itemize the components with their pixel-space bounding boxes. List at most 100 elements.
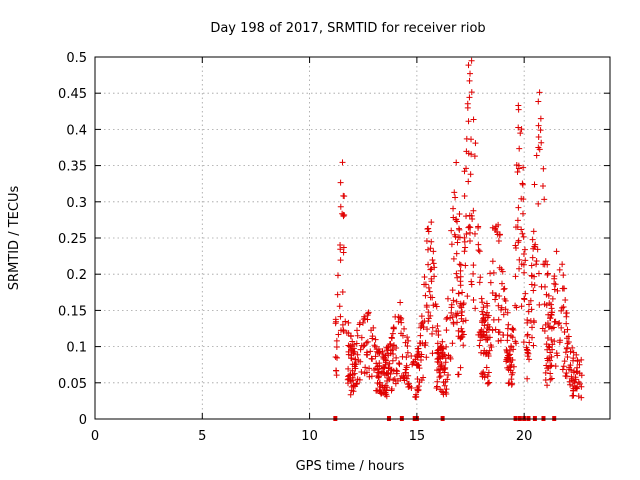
data-point xyxy=(377,383,384,390)
data-point xyxy=(563,370,570,377)
data-point xyxy=(416,340,423,347)
data-point xyxy=(535,122,542,129)
data-point xyxy=(574,369,581,376)
data-point xyxy=(498,304,505,311)
data-point xyxy=(397,299,404,306)
data-point xyxy=(447,355,454,362)
data-point xyxy=(533,261,540,268)
data-point xyxy=(559,261,566,268)
data-point xyxy=(486,379,493,386)
data-point xyxy=(542,369,549,376)
data-point xyxy=(457,364,464,371)
data-point xyxy=(334,291,341,298)
data-point xyxy=(437,355,444,362)
data-point xyxy=(422,292,429,299)
data-point xyxy=(401,325,408,332)
data-point xyxy=(570,392,577,399)
data-point xyxy=(395,313,402,320)
data-point xyxy=(455,327,462,334)
data-point xyxy=(495,338,502,345)
data-point xyxy=(578,394,585,401)
data-point xyxy=(453,298,460,305)
data-point xyxy=(465,62,472,69)
data-point xyxy=(531,181,538,188)
data-point xyxy=(385,365,392,372)
data-point xyxy=(428,275,435,282)
data-point xyxy=(356,376,363,383)
data-point xyxy=(413,393,420,400)
data-point xyxy=(529,254,536,261)
data-point xyxy=(451,189,458,196)
data-point xyxy=(554,287,561,294)
data-point xyxy=(561,285,568,292)
data-point xyxy=(383,387,390,394)
data-point xyxy=(504,364,511,371)
data-point xyxy=(465,118,472,125)
data-point xyxy=(482,312,489,319)
data-point xyxy=(359,319,366,326)
data-point xyxy=(496,293,503,300)
data-point xyxy=(516,256,523,263)
data-point xyxy=(478,333,485,340)
data-point xyxy=(556,266,563,273)
data-point xyxy=(515,239,522,246)
data-point xyxy=(426,288,433,295)
data-point xyxy=(456,261,463,268)
data-point xyxy=(573,368,580,375)
data-point xyxy=(332,354,339,361)
data-point xyxy=(403,369,410,376)
data-point xyxy=(340,211,347,218)
data-point xyxy=(366,365,373,372)
data-point xyxy=(449,287,456,294)
data-point xyxy=(537,127,544,134)
data-point xyxy=(551,286,558,293)
data-point xyxy=(514,169,521,176)
data-point xyxy=(485,326,492,333)
data-point xyxy=(489,258,496,265)
data-point xyxy=(495,302,502,309)
data-point xyxy=(548,362,555,369)
data-point xyxy=(408,352,415,359)
data-point xyxy=(556,339,563,346)
data-point xyxy=(430,248,437,255)
x-axis-label: GPS time / hours xyxy=(296,459,405,474)
data-point xyxy=(427,266,434,273)
data-point xyxy=(520,196,527,203)
data-point xyxy=(496,329,503,336)
data-point xyxy=(368,355,375,362)
data-point xyxy=(503,348,510,355)
data-point xyxy=(509,380,516,387)
data-point xyxy=(346,372,353,379)
data-point xyxy=(463,165,470,172)
data-point xyxy=(536,301,543,308)
data-point xyxy=(512,224,519,231)
data-point xyxy=(563,320,570,327)
y-tick-label: 0.35 xyxy=(58,160,87,175)
data-point xyxy=(484,302,491,309)
data-point xyxy=(370,324,377,331)
data-point xyxy=(553,350,560,357)
data-point xyxy=(529,324,536,331)
y-tick-label: 0.05 xyxy=(58,377,87,392)
data-point xyxy=(389,357,396,364)
data-point xyxy=(561,358,568,365)
data-point xyxy=(527,318,534,325)
data-point xyxy=(454,274,461,281)
data-point xyxy=(487,342,494,349)
data-point xyxy=(350,388,357,395)
data-point xyxy=(376,362,383,369)
data-point xyxy=(460,318,467,325)
data-point xyxy=(480,369,487,376)
data-point xyxy=(492,326,499,333)
data-point xyxy=(425,228,432,235)
data-point xyxy=(535,133,542,140)
data-point xyxy=(518,126,525,133)
data-point xyxy=(519,230,526,237)
data-point xyxy=(552,281,559,288)
data-point xyxy=(348,352,355,359)
data-point xyxy=(463,231,470,238)
data-point xyxy=(530,228,537,235)
data-point xyxy=(333,367,340,374)
data-point xyxy=(354,351,361,358)
data-point xyxy=(336,303,343,310)
